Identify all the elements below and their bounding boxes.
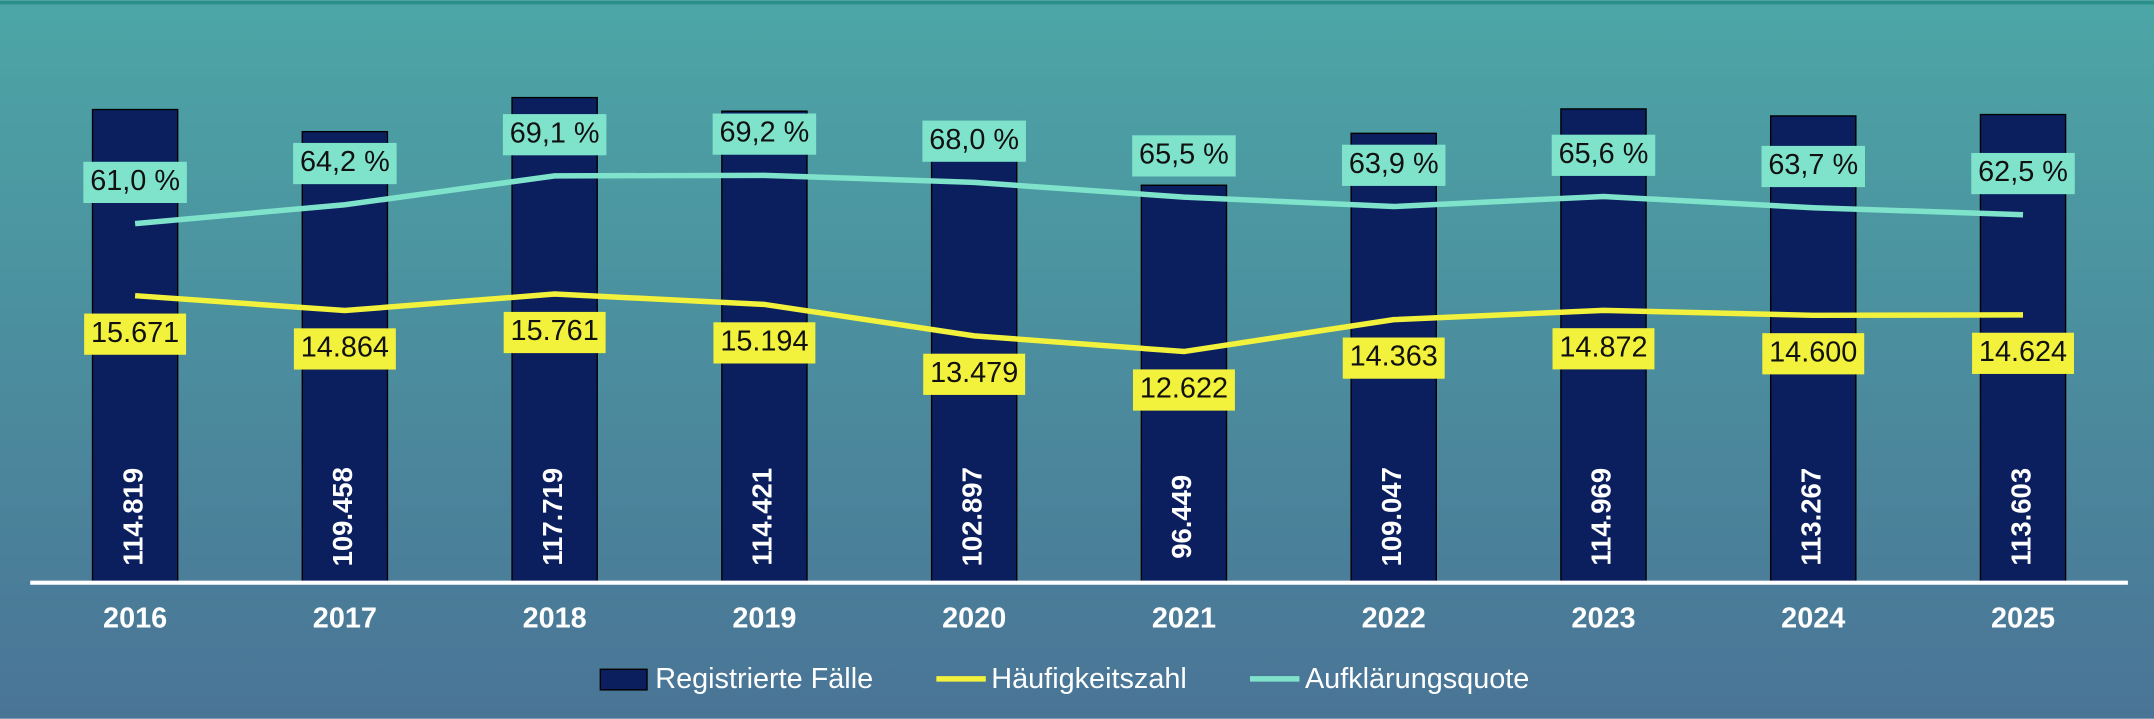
legend-label: Registrierte Fälle <box>655 663 873 695</box>
data-label: 12.622 <box>1140 373 1228 405</box>
x-tick-label: 2017 <box>313 602 377 634</box>
bar-value-label: 113.603 <box>2005 468 2036 566</box>
data-label-box <box>1341 144 1446 186</box>
x-tick-label: 2016 <box>103 602 167 634</box>
data-label: 14.864 <box>301 332 389 364</box>
data-label: 68,0 % <box>929 124 1019 156</box>
data-label-box <box>1971 152 2075 195</box>
data-label: 14.600 <box>1769 336 1857 368</box>
data-label: 65,5 % <box>1139 139 1229 171</box>
x-tick-label: 2018 <box>523 602 587 634</box>
data-label: 65,6 % <box>1559 138 1649 170</box>
bar-value-label: 102.897 <box>956 467 987 566</box>
data-label-box <box>83 161 187 203</box>
x-tick-label: 2020 <box>942 602 1006 634</box>
bar-value-label: 114.969 <box>1586 468 1617 566</box>
data-label-box <box>1132 135 1236 177</box>
line <box>134 172 2024 227</box>
x-tick-label: 2019 <box>732 602 796 634</box>
data-label-box <box>1972 332 2074 374</box>
data-label: 62,5 % <box>1978 156 2068 188</box>
data-label-box <box>293 142 397 185</box>
data-label: 69,1 % <box>510 117 600 149</box>
data-label: 61,0 % <box>90 165 180 197</box>
data-label-box <box>84 313 187 355</box>
data-label-box <box>1761 145 1865 188</box>
data-label-box <box>922 120 1026 162</box>
data-label-box <box>712 113 817 155</box>
data-label-box <box>1762 333 1865 375</box>
legend-label: Häufigkeitszahl <box>991 663 1187 695</box>
x-tick-label: 2022 <box>1362 602 1426 634</box>
data-label-box <box>503 311 606 354</box>
data-label-box <box>713 322 816 364</box>
bar-value-label: 117.719 <box>537 468 568 566</box>
x-tick-label: 2025 <box>1991 602 2055 634</box>
bar-value-label: 109.458 <box>327 467 358 566</box>
data-label: 69,2 % <box>720 117 810 149</box>
bar-value-label: 109.047 <box>1376 467 1407 566</box>
legend-label: Aufklärungsquote <box>1305 663 1529 695</box>
x-tick-label: 2023 <box>1571 602 1635 634</box>
data-label: 13.479 <box>930 357 1018 389</box>
x-tick-label: 2021 <box>1152 602 1216 634</box>
top-border <box>0 0 2154 5</box>
bar-value-label: 96.449 <box>1166 475 1197 559</box>
data-label: 14.872 <box>1559 331 1647 363</box>
data-label: 15.761 <box>511 315 599 347</box>
data-label: 64,2 % <box>300 146 390 178</box>
data-label: 14.363 <box>1350 341 1438 373</box>
bar-value-label: 113.267 <box>1795 468 1826 566</box>
data-label-box <box>1342 337 1445 379</box>
data-label-box <box>502 114 607 156</box>
data-label: 15.671 <box>91 317 179 349</box>
bar-value-label: 114.421 <box>747 468 778 566</box>
data-label: 15.194 <box>720 326 808 358</box>
data-label-box <box>1132 369 1235 411</box>
data-label-box <box>923 353 1026 395</box>
line <box>134 291 2024 355</box>
data-label: 14.624 <box>1979 336 2067 368</box>
bar-value-label: 114.819 <box>117 468 148 566</box>
data-label-box <box>1552 328 1655 370</box>
data-label: 63,9 % <box>1349 148 1439 180</box>
x-tick-label: 2024 <box>1781 602 1845 634</box>
legend-swatch <box>599 668 648 691</box>
data-label: 63,7 % <box>1768 149 1858 181</box>
data-label-box <box>1551 134 1656 176</box>
data-label-box <box>293 328 396 370</box>
